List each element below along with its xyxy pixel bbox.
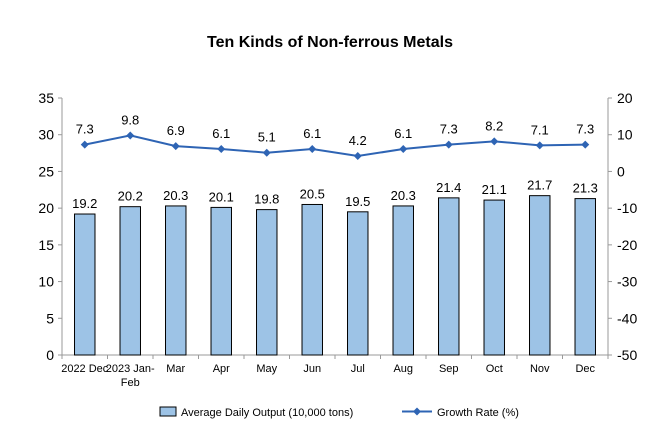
legend-line-marker (413, 407, 421, 416)
bar-data-label: 20.3 (163, 188, 188, 203)
line-point (490, 137, 499, 146)
right-tick-label: 20 (617, 90, 633, 106)
bar (347, 211, 369, 356)
left-tick-label: 25 (38, 163, 54, 179)
bar (210, 206, 232, 356)
line-point (444, 140, 453, 149)
right-tick-label: 0 (617, 163, 625, 179)
bar-data-label: 20.5 (300, 186, 325, 201)
bar-data-label: 19.2 (72, 196, 97, 211)
bar (74, 213, 96, 356)
line-data-label: 4.2 (349, 133, 367, 148)
bar (392, 205, 414, 356)
line-data-label: 7.3 (76, 122, 94, 137)
line-data-label: 8.2 (485, 118, 503, 133)
x-tick-label: Oct (486, 363, 503, 375)
legend-line-label: Growth Rate (%) (437, 407, 519, 419)
bar-data-label: 20.1 (209, 189, 234, 204)
bar-data-label: 20.3 (391, 188, 416, 203)
line-data-label: 6.9 (167, 123, 185, 138)
left-tick-label: 5 (46, 310, 54, 326)
bar (301, 203, 323, 356)
line-data-label: 6.1 (394, 126, 412, 141)
line-data-label: 7.3 (440, 122, 458, 137)
x-tick-label: Aug (393, 363, 413, 375)
x-tick-label: Dec (575, 363, 595, 375)
line-data-label: 6.1 (212, 126, 230, 141)
x-tick-label: 2022 Dec (61, 363, 109, 375)
line-data-label: 7.3 (576, 122, 594, 137)
right-tick-label: -10 (617, 200, 637, 216)
line-data-label: 6.1 (303, 126, 321, 141)
left-tick-label: 30 (38, 127, 54, 143)
left-tick-label: 15 (38, 237, 54, 253)
bar (256, 209, 278, 356)
line-point (80, 140, 89, 149)
x-tick-label: Nov (530, 363, 550, 375)
growth-line (84, 134, 586, 158)
line-point (171, 142, 180, 151)
left-tick-label: 20 (38, 200, 54, 216)
legend-bar-label: Average Daily Output (10,000 tons) (181, 407, 353, 419)
bar-data-label: 21.4 (436, 180, 461, 195)
x-tick-label: Apr (213, 363, 230, 375)
bar (574, 198, 596, 356)
bar-data-label: 20.2 (118, 189, 143, 204)
line-point (353, 152, 362, 161)
x-tick-label: Feb (121, 377, 140, 389)
bar (529, 195, 551, 356)
line-point (217, 145, 226, 154)
x-tick-label: May (256, 363, 277, 375)
x-tick-label: Sep (439, 363, 459, 375)
right-tick-label: -30 (617, 274, 637, 290)
line-data-label: 9.8 (121, 112, 139, 127)
right-tick-label: -40 (617, 310, 637, 326)
bar (119, 206, 141, 356)
line-point (399, 145, 408, 154)
x-tick-label: Jun (303, 363, 321, 375)
right-tick-label: -20 (617, 237, 637, 253)
bar-data-label: 19.5 (345, 194, 370, 209)
chart-title: Ten Kinds of Non-ferrous Metals (207, 34, 453, 51)
right-tick-label: 10 (617, 127, 633, 143)
line-data-label: 5.1 (258, 130, 276, 145)
bar (483, 199, 505, 356)
bar (438, 197, 460, 356)
x-tick-label: Jul (351, 363, 365, 375)
left-tick-label: 0 (46, 347, 54, 363)
line-point (308, 145, 317, 154)
line-data-label: 7.1 (531, 122, 549, 137)
bar-data-label: 21.3 (573, 181, 598, 196)
bar-data-label: 19.8 (254, 192, 279, 207)
line-point (535, 141, 544, 150)
x-tick-label: 2023 Jan- (106, 363, 155, 375)
left-tick-label: 35 (38, 90, 54, 106)
line-point (262, 148, 271, 157)
left-tick-label: 10 (38, 274, 54, 290)
right-tick-label: -50 (617, 347, 637, 363)
bar-data-label: 21.7 (527, 178, 552, 193)
line-point (581, 140, 590, 149)
line-point (126, 131, 135, 140)
x-tick-label: Mar (166, 363, 185, 375)
bar (165, 205, 187, 356)
bar-data-label: 21.1 (482, 182, 507, 197)
legend-bar-swatch (159, 406, 177, 417)
